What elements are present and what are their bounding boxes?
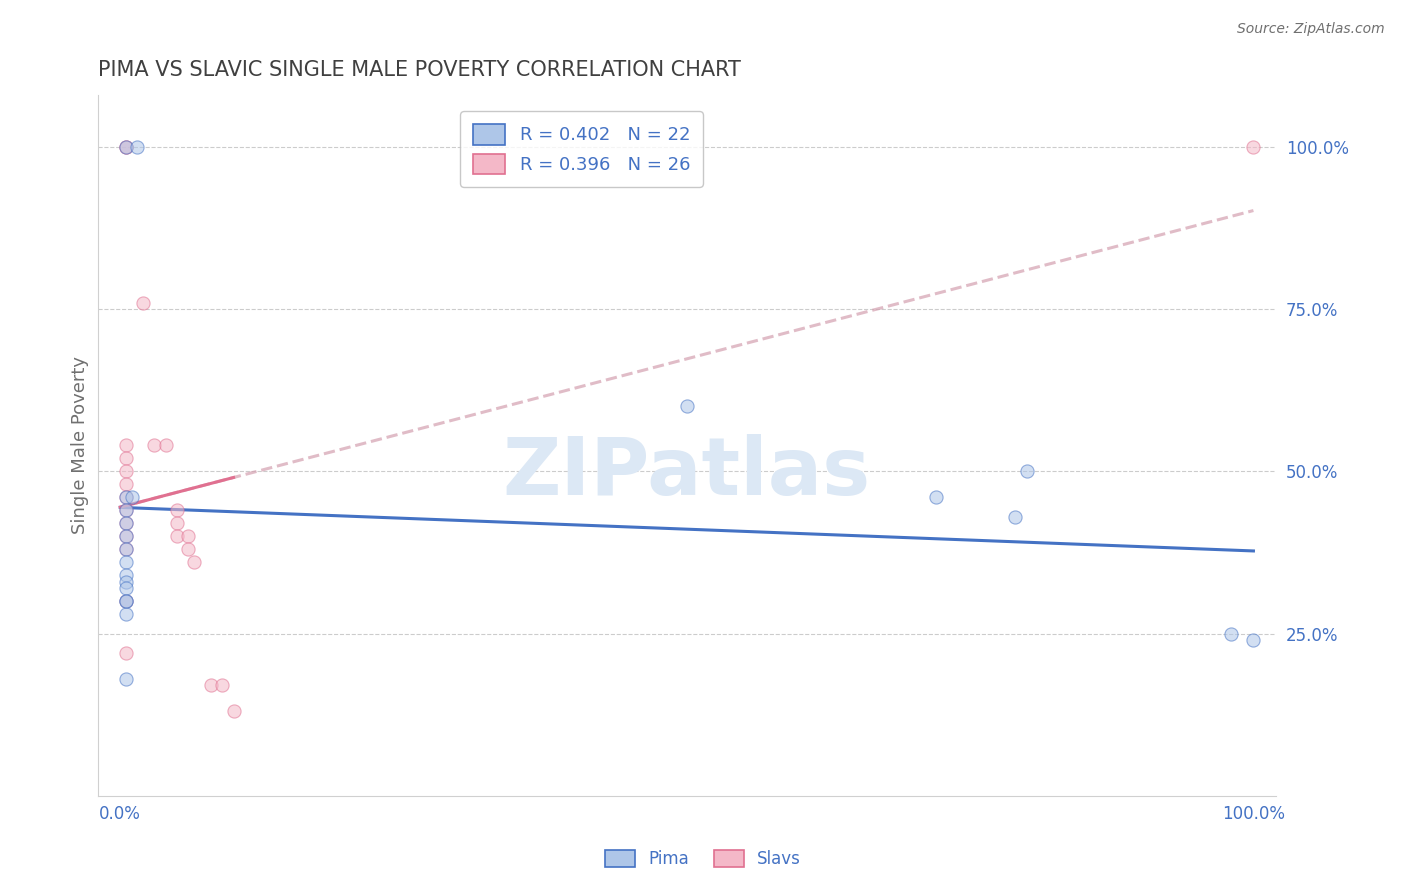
- Point: [200, 678, 222, 692]
- Point: [115, 542, 138, 557]
- Point: [115, 464, 138, 478]
- Point: [115, 594, 138, 608]
- Point: [115, 516, 138, 531]
- Point: [143, 438, 166, 452]
- Point: [1219, 626, 1241, 640]
- Point: [183, 555, 205, 569]
- Point: [115, 594, 138, 608]
- Point: [127, 140, 149, 154]
- Legend: Pima, Slavs: Pima, Slavs: [598, 843, 808, 875]
- Point: [1241, 140, 1264, 154]
- Point: [211, 678, 233, 692]
- Legend: R = 0.402   N = 22, R = 0.396   N = 26: R = 0.402 N = 22, R = 0.396 N = 26: [460, 112, 703, 187]
- Point: [925, 491, 948, 505]
- Text: PIMA VS SLAVIC SINGLE MALE POVERTY CORRELATION CHART: PIMA VS SLAVIC SINGLE MALE POVERTY CORRE…: [97, 60, 741, 79]
- Text: Source: ZipAtlas.com: Source: ZipAtlas.com: [1237, 22, 1385, 37]
- Point: [115, 581, 138, 595]
- Point: [115, 646, 138, 660]
- Point: [155, 438, 177, 452]
- Point: [121, 491, 143, 505]
- Point: [1004, 509, 1026, 524]
- Point: [115, 672, 138, 686]
- Point: [166, 503, 188, 517]
- Point: [115, 516, 138, 531]
- Point: [115, 140, 138, 154]
- Point: [166, 529, 188, 543]
- Point: [177, 542, 200, 557]
- Point: [115, 542, 138, 557]
- Point: [115, 555, 138, 569]
- Point: [177, 529, 200, 543]
- Point: [1015, 464, 1038, 478]
- Point: [166, 516, 188, 531]
- Point: [115, 451, 138, 466]
- Point: [115, 438, 138, 452]
- Point: [115, 503, 138, 517]
- Point: [115, 140, 138, 154]
- Point: [1241, 633, 1264, 648]
- Point: [115, 140, 138, 154]
- Point: [132, 295, 155, 310]
- Point: [115, 529, 138, 543]
- Point: [115, 529, 138, 543]
- Point: [115, 607, 138, 621]
- Point: [115, 574, 138, 589]
- Point: [115, 594, 138, 608]
- Point: [115, 568, 138, 582]
- Point: [115, 503, 138, 517]
- Point: [676, 400, 699, 414]
- Text: ZIPatlas: ZIPatlas: [503, 434, 870, 512]
- Point: [115, 491, 138, 505]
- Point: [115, 477, 138, 491]
- Point: [115, 491, 138, 505]
- Point: [222, 705, 245, 719]
- Y-axis label: Single Male Poverty: Single Male Poverty: [72, 357, 89, 534]
